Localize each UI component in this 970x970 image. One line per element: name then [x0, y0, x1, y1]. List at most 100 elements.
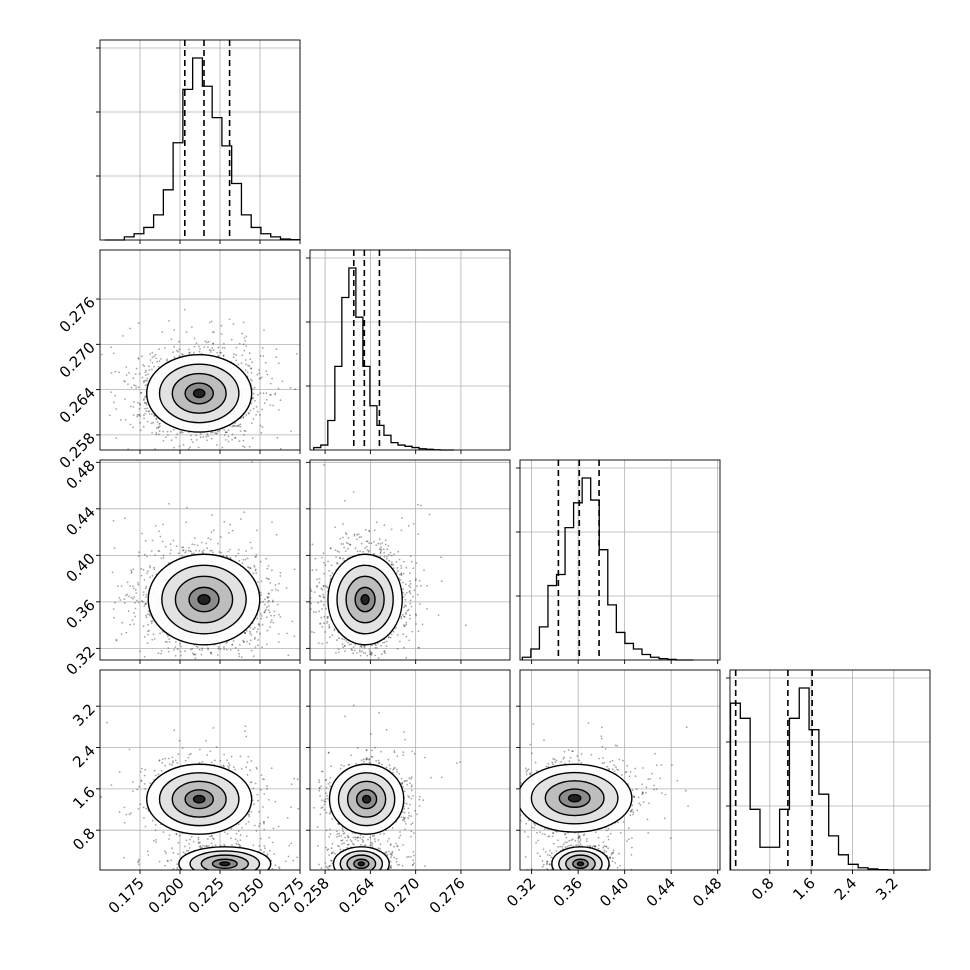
sample-point — [337, 648, 340, 651]
sample-point — [264, 361, 267, 364]
sample-point — [193, 351, 195, 354]
sample-point — [237, 548, 240, 551]
sample-point — [121, 335, 124, 337]
sample-point — [243, 337, 246, 339]
sample-point — [274, 393, 276, 396]
sample-point — [159, 535, 162, 538]
sample-point — [206, 433, 209, 436]
sample-point — [137, 581, 139, 584]
sample-point — [125, 366, 128, 368]
sample-point — [144, 407, 146, 410]
sample-point — [205, 542, 208, 545]
sample-point — [242, 343, 245, 346]
panel-frame — [309, 249, 511, 451]
sample-point — [248, 643, 251, 645]
sample-point — [151, 361, 154, 364]
sample-point — [397, 550, 400, 553]
sample-point — [145, 404, 148, 406]
sample-point — [152, 421, 155, 424]
sample-point — [195, 342, 198, 344]
sample-point — [383, 552, 385, 554]
sample-point — [144, 384, 147, 387]
sample-point — [210, 320, 213, 323]
sample-point — [201, 647, 204, 650]
sample-point — [191, 552, 193, 555]
sample-point — [238, 559, 241, 562]
sample-point — [204, 340, 207, 343]
sample-point — [228, 532, 230, 534]
sample-point — [172, 428, 175, 431]
histogram-step — [729, 687, 927, 871]
sample-point — [246, 557, 249, 560]
sample-point — [254, 399, 256, 402]
sample-point — [157, 426, 160, 429]
sample-point — [343, 546, 346, 549]
sample-point — [267, 601, 269, 603]
sample-point — [131, 619, 134, 621]
sample-point — [403, 624, 406, 627]
sample-point — [231, 425, 234, 428]
sample-point — [177, 350, 180, 353]
sample-point — [263, 611, 266, 613]
sample-point — [210, 437, 213, 440]
sample-point — [239, 430, 242, 432]
sample-point — [250, 402, 253, 405]
sample-point — [244, 632, 247, 634]
sample-point — [153, 415, 156, 418]
sample-point — [167, 647, 170, 649]
contour-level — [192, 388, 206, 399]
sample-point — [132, 377, 135, 380]
sample-point — [242, 321, 245, 324]
sample-point — [145, 602, 147, 605]
sample-point — [368, 529, 370, 532]
histogram-panel-1 — [306, 249, 511, 454]
sample-point — [187, 549, 190, 552]
sample-point — [188, 547, 190, 549]
sample-point — [139, 404, 142, 406]
sample-point — [185, 331, 188, 334]
sample-point — [226, 431, 228, 434]
sample-point — [237, 649, 240, 652]
sample-point — [277, 603, 279, 606]
sample-point — [371, 652, 373, 654]
sample-point — [212, 551, 214, 554]
sample-point — [267, 596, 270, 598]
sample-point — [249, 541, 252, 544]
sample-point — [272, 600, 274, 603]
sample-point — [138, 373, 141, 375]
sample-point — [137, 583, 140, 586]
sample-point — [259, 592, 262, 594]
sample-point — [136, 599, 138, 602]
sample-point — [238, 440, 241, 443]
sample-point — [268, 611, 271, 614]
sample-point — [223, 347, 226, 349]
sample-point — [130, 569, 132, 572]
scatter-contents — [310, 464, 467, 660]
sample-point — [249, 567, 252, 569]
sample-point — [261, 347, 264, 349]
scatter-panel-1-0 — [96, 249, 301, 454]
sample-point — [211, 514, 213, 516]
sample-point — [245, 345, 248, 347]
sample-point — [268, 605, 270, 607]
sample-point — [277, 409, 280, 411]
sample-point — [237, 552, 240, 555]
sample-point — [145, 402, 148, 404]
sample-point — [189, 550, 192, 552]
sample-point — [143, 553, 146, 556]
sample-point — [408, 584, 411, 587]
sample-point — [238, 424, 240, 427]
sample-point — [403, 646, 405, 649]
sample-point — [137, 386, 140, 389]
sample-point — [245, 629, 248, 632]
sample-point — [241, 562, 244, 564]
sample-point — [254, 556, 257, 558]
sample-point — [265, 643, 268, 646]
sample-point — [197, 446, 200, 449]
sample-point — [279, 447, 282, 450]
sample-point — [380, 644, 382, 647]
sample-point — [207, 340, 210, 343]
sample-point — [185, 550, 187, 552]
sample-point — [242, 439, 245, 442]
sample-point — [253, 386, 256, 389]
